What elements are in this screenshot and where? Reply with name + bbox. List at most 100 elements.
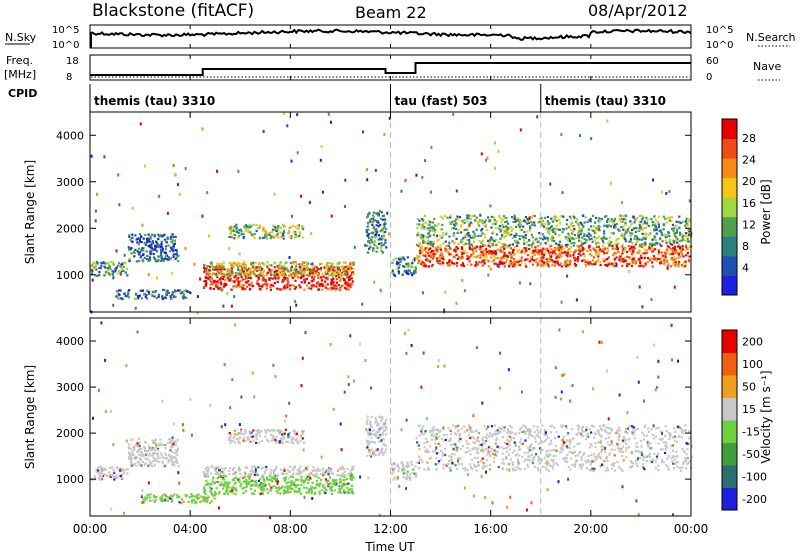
power-point — [217, 287, 220, 290]
velocity-point — [423, 442, 426, 445]
power-point — [222, 285, 225, 288]
velocity-point — [239, 485, 242, 488]
velocity-point — [217, 475, 221, 479]
power-point — [659, 262, 662, 265]
power-point — [490, 226, 493, 229]
power-point — [609, 243, 612, 246]
power-point — [568, 263, 571, 267]
velocity-point — [340, 467, 343, 471]
velocity-point — [545, 434, 548, 437]
velocity-point — [305, 468, 309, 471]
power-point — [227, 272, 230, 276]
velocity-point — [263, 488, 266, 491]
power-point — [577, 234, 581, 237]
velocity-point — [137, 437, 141, 440]
power-point — [431, 250, 434, 253]
power-point — [456, 261, 459, 265]
velocity-point — [385, 448, 388, 451]
velocity-point — [246, 435, 249, 439]
power-point — [428, 229, 431, 232]
velocity-point — [348, 491, 351, 494]
power-point — [294, 260, 297, 264]
power-point — [138, 240, 142, 243]
power-point — [216, 266, 219, 270]
power-point — [315, 266, 318, 269]
power-point — [374, 234, 377, 237]
velocity-point — [521, 430, 524, 434]
power-point — [453, 224, 457, 227]
velocity-point — [199, 501, 202, 504]
power-point — [619, 220, 622, 223]
velocity-point — [382, 423, 385, 426]
power-point — [525, 249, 528, 253]
power-point — [546, 215, 549, 219]
freq-label: Freq. — [6, 54, 33, 67]
velocity-point — [642, 466, 645, 469]
power-point — [621, 201, 623, 205]
power-point — [511, 243, 514, 246]
velocity-point — [431, 430, 434, 433]
velocity-point — [220, 480, 223, 483]
velocity-point — [385, 426, 388, 429]
power-point — [668, 238, 671, 241]
power-point — [555, 216, 558, 219]
power-point — [301, 261, 304, 264]
power-point — [635, 260, 638, 263]
velocity-point — [99, 475, 102, 478]
power-point — [472, 235, 475, 238]
power-point — [656, 220, 659, 223]
velocity-point — [165, 456, 168, 460]
velocity-point — [295, 439, 298, 442]
power-point — [617, 228, 620, 231]
velocity-point — [315, 483, 318, 486]
power-point — [468, 239, 471, 242]
velocity-point — [209, 490, 212, 493]
velocity-point — [149, 496, 152, 499]
velocity-point — [153, 500, 156, 503]
velocity-point — [380, 450, 383, 453]
power-point — [668, 241, 671, 244]
power-point — [558, 222, 561, 225]
velocity-point — [378, 453, 381, 457]
velocity-point — [230, 486, 233, 490]
power-point — [372, 226, 375, 229]
velocity-point — [493, 456, 496, 459]
power-point — [490, 252, 493, 255]
power-point — [541, 219, 544, 222]
power-point — [169, 236, 173, 239]
power-point — [95, 265, 98, 268]
power-point — [681, 248, 684, 251]
power-point — [297, 272, 300, 275]
power-point — [177, 254, 180, 257]
velocity-point — [508, 443, 511, 446]
velocity-point — [270, 476, 273, 479]
power-point — [675, 249, 678, 252]
velocity-point — [155, 443, 158, 447]
power-point — [579, 250, 582, 253]
velocity-point — [221, 475, 224, 479]
velocity-point — [140, 495, 143, 498]
velocity-point — [282, 442, 285, 445]
velocity-point — [173, 451, 176, 455]
power-point — [124, 271, 127, 274]
velocity-point — [95, 470, 98, 473]
power-point — [415, 257, 418, 260]
power-point — [436, 239, 439, 242]
power-point — [440, 236, 443, 239]
power-point — [621, 217, 624, 220]
velocity-point — [275, 436, 278, 439]
velocity-point — [337, 473, 341, 477]
power-point — [204, 284, 208, 287]
power-point — [352, 267, 355, 270]
velocity-point — [268, 485, 271, 488]
velocity-point — [234, 481, 237, 484]
power-point — [670, 257, 673, 260]
power-point — [160, 242, 163, 245]
velocity-point — [140, 494, 143, 497]
power-point — [453, 249, 456, 252]
velocity-point — [128, 443, 131, 446]
power-point — [338, 276, 341, 279]
power-point — [498, 261, 501, 264]
velocity-point — [173, 493, 176, 496]
power-point — [238, 272, 241, 275]
